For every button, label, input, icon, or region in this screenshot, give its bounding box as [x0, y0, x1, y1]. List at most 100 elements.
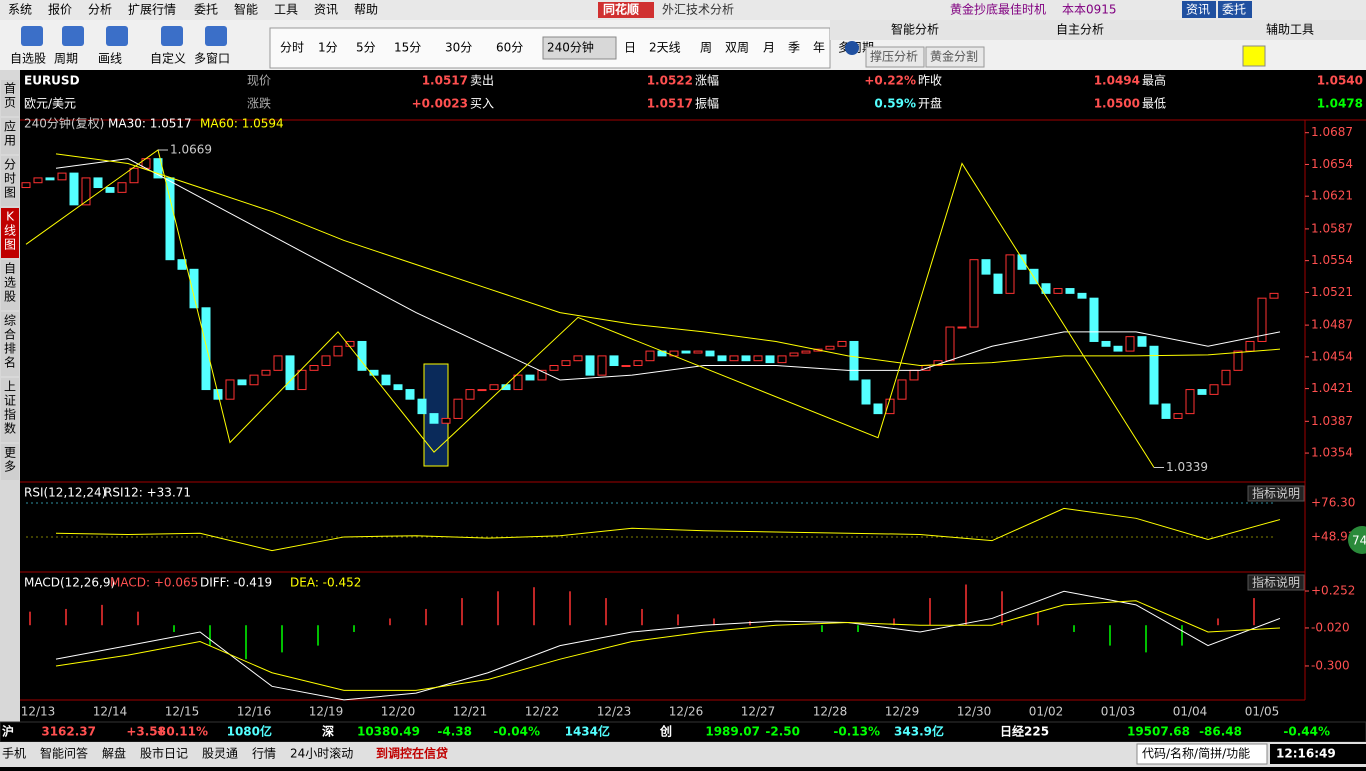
left-tab[interactable] — [1, 312, 19, 376]
left-tab-char[interactable]: 首 — [4, 82, 16, 96]
period-button[interactable]: 月 — [763, 41, 775, 55]
candle-body — [177, 259, 187, 270]
left-tab-char[interactable]: 多 — [4, 460, 16, 474]
help-label[interactable]: 指标说明 — [1252, 575, 1300, 590]
status-item[interactable]: 行情 — [252, 747, 276, 761]
left-tab[interactable] — [1, 444, 19, 480]
status-item[interactable]: 24小时滚动 — [290, 746, 353, 761]
tool-label[interactable]: 自选股 — [10, 52, 46, 66]
panel-tab[interactable]: 自主分析 — [1056, 23, 1104, 37]
period-button[interactable]: 日 — [624, 41, 636, 55]
period-button[interactable]: 2天线 — [649, 41, 681, 55]
tool-label[interactable]: 自定义 — [150, 51, 186, 66]
tool-label[interactable]: 画线 — [98, 52, 122, 66]
menu-item[interactable]: 资讯 — [314, 3, 338, 17]
tool-icon[interactable] — [205, 26, 227, 46]
tool-icon[interactable] — [21, 26, 43, 46]
top-button[interactable] — [1182, 1, 1216, 18]
period-button[interactable]: 年 — [813, 41, 825, 55]
left-tab-char[interactable]: 排 — [4, 342, 16, 356]
period-button[interactable]: 30分 — [445, 41, 472, 55]
panel-tab[interactable]: 辅助工具 — [1266, 23, 1314, 37]
menu-item[interactable]: 报价 — [48, 2, 72, 17]
panel-button[interactable] — [925, 46, 985, 68]
quote-value: 1.0500 — [1094, 97, 1140, 111]
period-button[interactable]: 5分 — [356, 41, 376, 55]
tool-icon[interactable] — [62, 26, 84, 46]
left-tab-char[interactable]: 线 — [4, 224, 16, 238]
tool-icon[interactable] — [106, 26, 128, 46]
left-tab-char[interactable]: 时 — [4, 172, 16, 186]
left-tab-char[interactable]: 数 — [4, 421, 16, 436]
menu-item[interactable]: 智能 — [234, 2, 258, 17]
news[interactable]: 到调控在信贷 — [376, 746, 448, 761]
period-button[interactable]: 60分 — [496, 41, 523, 55]
period-button[interactable]: 15分 — [394, 41, 421, 55]
panel-button[interactable] — [865, 46, 925, 68]
menu-item[interactable]: 委托 — [194, 3, 218, 17]
left-tab-char[interactable]: 图 — [4, 238, 16, 252]
menu-item[interactable]: 分析 — [88, 3, 112, 17]
left-tab-char[interactable]: 选 — [4, 276, 16, 290]
left-tab[interactable] — [1, 260, 19, 310]
y-tick-label: 1.0454 — [1311, 349, 1353, 363]
left-tab-char[interactable]: 指 — [4, 407, 16, 422]
help-button[interactable] — [1247, 574, 1305, 591]
candle-body — [261, 369, 271, 376]
help-label[interactable]: 指标说明 — [1252, 486, 1300, 501]
left-tab-char[interactable]: 合 — [4, 327, 16, 342]
left-tab-char[interactable]: 页 — [4, 96, 16, 110]
panel-button-label[interactable]: 撑压分析 — [870, 49, 918, 64]
candle-body — [645, 350, 655, 362]
left-tab-char[interactable]: 综 — [4, 314, 16, 328]
tool-label[interactable]: 多窗口 — [194, 52, 230, 66]
period-button[interactable]: 分时 — [280, 41, 304, 55]
status-item[interactable]: 手机 — [2, 747, 26, 761]
panel-tab[interactable]: 智能分析 — [891, 22, 939, 37]
left-tab-char[interactable]: 用 — [4, 134, 16, 148]
left-tab-char[interactable]: 自 — [4, 262, 16, 276]
status-item[interactable]: 股灵通 — [202, 747, 238, 761]
left-tab[interactable] — [1, 208, 19, 258]
top-right-item[interactable]: 委托 — [1222, 3, 1246, 17]
menu-item[interactable]: 工具 — [274, 3, 298, 17]
left-tab[interactable] — [1, 80, 19, 116]
period-button[interactable]: 季 — [788, 41, 800, 55]
left-tab-char[interactable]: 应 — [4, 119, 16, 134]
left-tab-char[interactable]: 图 — [4, 186, 16, 200]
period-button[interactable]: 1分 — [318, 41, 338, 55]
left-tab-char[interactable]: 股 — [4, 290, 16, 304]
settings-icon[interactable] — [845, 41, 859, 55]
panel-button-label[interactable]: 黄金分割 — [930, 49, 978, 64]
search-placeholder[interactable]: 代码/名称/简拼/功能 — [1142, 746, 1250, 761]
menu-item[interactable]: 帮助 — [354, 3, 378, 17]
x-tick-label: 12/15 — [165, 705, 200, 719]
left-tab[interactable] — [1, 118, 19, 154]
search-box[interactable] — [1136, 743, 1268, 765]
candle-body — [69, 172, 79, 206]
status-item[interactable]: 智能问答 — [40, 746, 88, 761]
left-tab-char[interactable]: 分 — [4, 158, 16, 172]
status-item[interactable]: 股市日记 — [140, 746, 188, 761]
left-tab[interactable] — [1, 378, 19, 442]
period-button[interactable]: 240分钟 — [547, 40, 594, 55]
status-item[interactable]: 解盘 — [102, 746, 126, 761]
top-right-item[interactable]: 资讯 — [1186, 3, 1210, 17]
help-button[interactable] — [1247, 485, 1305, 502]
menu-item[interactable]: 扩展行情 — [128, 3, 176, 17]
left-tab-char[interactable]: K — [6, 210, 15, 224]
top-button[interactable] — [1218, 1, 1252, 18]
left-tab-char[interactable]: 更 — [4, 446, 16, 460]
left-tab[interactable] — [1, 156, 19, 206]
period-button[interactable]: 周 — [700, 41, 712, 55]
tool-label[interactable]: 周期 — [54, 52, 78, 66]
left-tab-char[interactable]: 上 — [4, 380, 16, 394]
period-button[interactable]: 双周 — [725, 41, 749, 55]
tool-icon[interactable] — [161, 26, 183, 46]
menu-item[interactable]: 系统 — [8, 3, 32, 17]
side-badge[interactable] — [1348, 526, 1366, 554]
x-tick-label: 12/20 — [381, 705, 416, 719]
left-tab-char[interactable]: 名 — [4, 355, 16, 370]
color-swatch[interactable] — [1242, 45, 1266, 67]
left-tab-char[interactable]: 证 — [4, 394, 16, 408]
